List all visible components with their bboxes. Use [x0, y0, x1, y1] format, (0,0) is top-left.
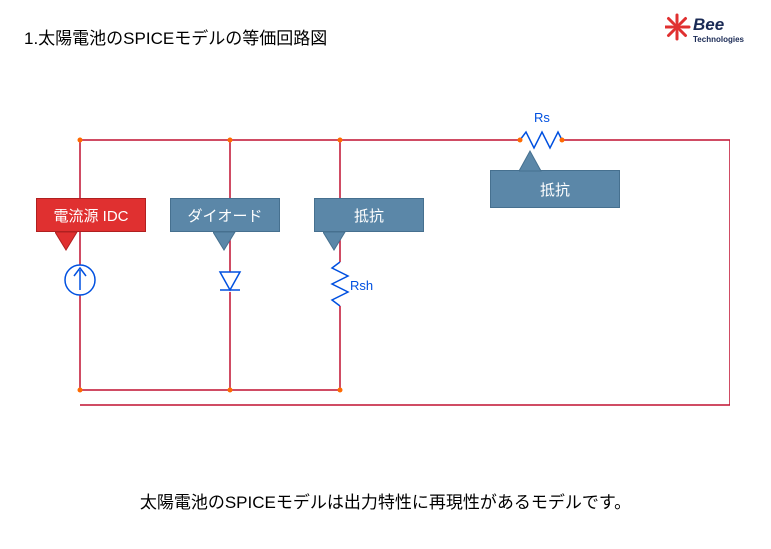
bee-logo-icon: Bee Technologies [665, 12, 755, 50]
callout-current-source: 電流源 IDC [36, 198, 146, 232]
brand-logo: Bee Technologies [665, 12, 755, 55]
callout-diode-label: ダイオード [187, 205, 262, 226]
callout-current-source-label: 電流源 IDC [53, 205, 128, 226]
rs-symbol-label: Rs [534, 110, 550, 125]
rsh-symbol-label: Rsh [350, 278, 373, 293]
circuit-diagram: Rs Rsh 電流源 IDC ダイオード 抵抗 抵抗 [50, 100, 730, 410]
callout-rsh-label: 抵抗 [354, 205, 384, 226]
callout-rsh: 抵抗 [314, 198, 424, 232]
page-caption: 太陽電池のSPICEモデルは出力特性に再現性があるモデルです。 [0, 488, 771, 513]
callout-diode: ダイオード [170, 198, 280, 232]
callout-rs: 抵抗 [490, 170, 620, 208]
callout-rs-label: 抵抗 [540, 179, 570, 200]
page-title: 1.太陽電池のSPICEモデルの等価回路図 [24, 24, 327, 49]
logo-brand-bottom: Technologies [693, 35, 745, 44]
logo-brand-top: Bee [693, 15, 724, 34]
